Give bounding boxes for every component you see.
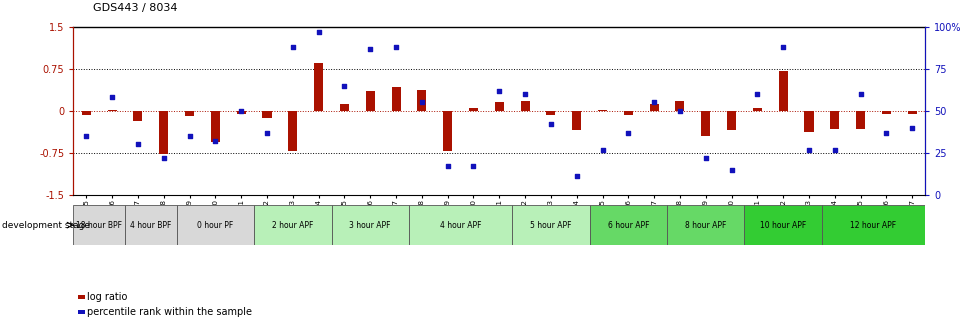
Bar <box>159 111 168 154</box>
Text: 2 hour APF: 2 hour APF <box>272 221 313 229</box>
Point <box>259 130 275 135</box>
Point <box>672 108 688 114</box>
Point <box>156 155 171 161</box>
Point <box>749 91 765 97</box>
Bar <box>237 111 245 114</box>
Bar <box>366 91 375 111</box>
Point <box>723 167 738 172</box>
Point <box>826 147 842 152</box>
Bar <box>409 205 511 245</box>
Text: 10 hour APF: 10 hour APF <box>759 221 806 229</box>
Bar <box>598 110 606 111</box>
Bar <box>417 90 426 111</box>
Text: 8 hour APF: 8 hour APF <box>685 221 726 229</box>
Point <box>904 125 919 130</box>
Bar <box>589 205 666 245</box>
Bar <box>468 108 477 111</box>
Bar <box>185 111 194 117</box>
Point <box>491 88 507 93</box>
Bar <box>133 111 143 121</box>
Bar <box>176 205 254 245</box>
Bar <box>700 111 710 136</box>
Point <box>362 46 378 51</box>
Bar <box>339 104 348 111</box>
Text: 6 hour APF: 6 hour APF <box>607 221 648 229</box>
Point <box>697 155 713 161</box>
Point <box>388 44 404 50</box>
Point <box>877 130 893 135</box>
Bar <box>82 111 91 115</box>
Bar <box>443 111 452 151</box>
Bar <box>623 111 632 115</box>
Bar <box>73 205 125 245</box>
Bar <box>391 87 400 111</box>
Point <box>516 91 532 97</box>
Point <box>568 174 584 179</box>
Bar <box>649 104 658 111</box>
Bar <box>332 205 409 245</box>
Bar <box>907 111 915 114</box>
Bar <box>546 111 555 115</box>
Point <box>800 147 816 152</box>
Bar <box>727 111 735 130</box>
Bar <box>108 110 116 111</box>
Bar <box>752 108 761 111</box>
Bar <box>288 111 297 151</box>
Bar <box>210 111 220 142</box>
Point <box>414 100 429 105</box>
Point <box>439 164 455 169</box>
Text: GDS443 / 8034: GDS443 / 8034 <box>93 3 177 13</box>
Bar <box>666 205 743 245</box>
Text: 5 hour APF: 5 hour APF <box>530 221 571 229</box>
Point <box>775 44 790 50</box>
Bar <box>743 205 822 245</box>
Point <box>594 147 609 152</box>
Point <box>852 91 867 97</box>
Point <box>543 122 558 127</box>
Text: development stage: development stage <box>2 221 90 229</box>
Bar <box>262 111 271 118</box>
Point <box>182 133 198 139</box>
Text: 12 hour APF: 12 hour APF <box>850 221 896 229</box>
Bar <box>778 71 787 111</box>
Point <box>78 133 94 139</box>
Bar <box>829 111 838 129</box>
Bar <box>675 101 684 111</box>
Bar <box>881 111 890 114</box>
Bar <box>511 205 589 245</box>
Point <box>130 142 146 147</box>
Bar <box>314 63 323 111</box>
Bar <box>125 205 176 245</box>
Point <box>105 95 120 100</box>
Text: 0 hour PF: 0 hour PF <box>197 221 234 229</box>
Point <box>285 44 300 50</box>
Point <box>310 29 326 35</box>
Bar <box>520 101 529 111</box>
Bar <box>254 205 332 245</box>
Bar <box>571 111 581 130</box>
Bar <box>804 111 813 132</box>
Point <box>336 83 352 88</box>
Point <box>466 164 481 169</box>
Point <box>620 130 636 135</box>
Text: log ratio: log ratio <box>86 292 127 302</box>
Text: 4 hour APF: 4 hour APF <box>439 221 481 229</box>
Bar <box>822 205 924 245</box>
Bar <box>494 102 504 111</box>
Point <box>207 138 223 144</box>
Text: 4 hour BPF: 4 hour BPF <box>130 221 171 229</box>
Text: percentile rank within the sample: percentile rank within the sample <box>86 307 251 317</box>
Point <box>645 100 661 105</box>
Bar <box>855 111 865 129</box>
Point <box>233 108 248 114</box>
Text: 3 hour APF: 3 hour APF <box>349 221 390 229</box>
Text: 18 hour BPF: 18 hour BPF <box>76 221 122 229</box>
